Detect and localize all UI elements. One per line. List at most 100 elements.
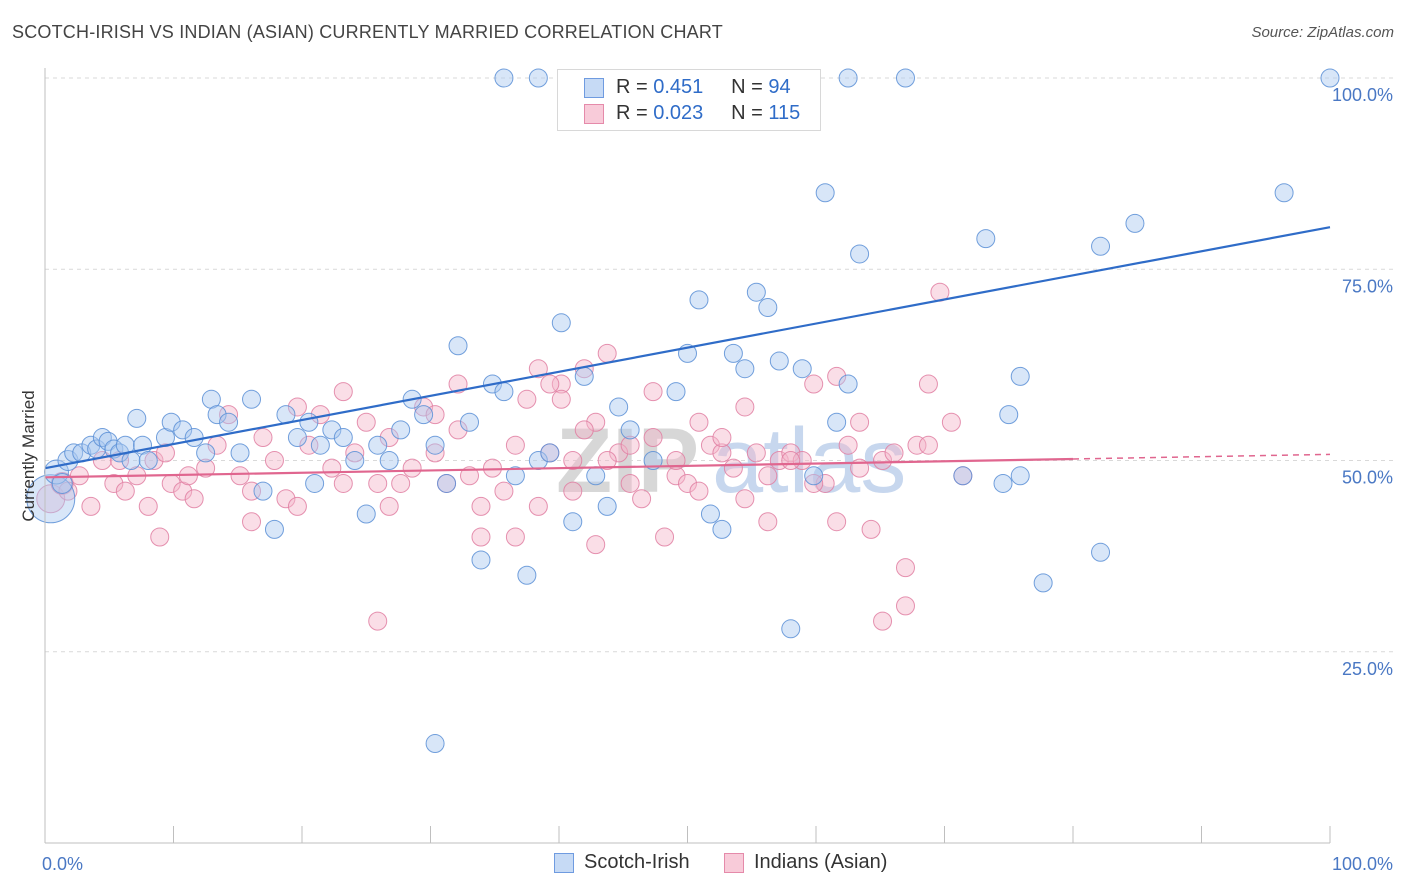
indians-point (287, 496, 307, 516)
indians-point (104, 473, 124, 493)
scotch-irish-point (161, 412, 181, 432)
indians-point (391, 473, 411, 493)
indians-point (804, 374, 824, 394)
scotch-irish-point (253, 481, 273, 501)
scotch-irish-point (723, 343, 743, 363)
indians-point (551, 389, 571, 409)
indians-point (345, 443, 365, 463)
legend-r-value: 0.451 (653, 76, 704, 98)
scotch-irish-point (574, 366, 594, 386)
indians-point (81, 496, 101, 516)
series-indians-points (36, 282, 973, 631)
scotch-irish-point (505, 466, 525, 486)
indians-point (138, 496, 158, 516)
legend-r-value: 0.023 (653, 102, 704, 124)
scotch-irish-point (850, 244, 870, 264)
indians-point (402, 458, 422, 478)
indians-point (563, 481, 583, 501)
indians-point (632, 489, 652, 509)
y-tick-label: 25.0% (1342, 659, 1393, 679)
indians-point (322, 458, 342, 478)
indians-point (150, 527, 170, 547)
legend-r-label: R = (616, 76, 648, 98)
indians-point (36, 484, 66, 514)
scotch-irish-point (207, 405, 227, 425)
indians-point (368, 473, 388, 493)
scotch-irish-point (712, 519, 732, 539)
indians-point (643, 428, 663, 448)
indians-point (230, 466, 250, 486)
legend-text-scotch-irish: R = 0.451 N = 94 (616, 76, 791, 99)
indians-point (838, 435, 858, 455)
indians-point (643, 382, 663, 402)
scotch-irish-point (322, 420, 342, 440)
indians-point (563, 451, 583, 470)
indians-trend-line-dashed (1072, 453, 1331, 460)
bottom-legend-swatch-blue (554, 853, 574, 873)
indians-point (655, 527, 675, 547)
scotch-irish-point (1010, 466, 1030, 486)
scotch-irish-point (242, 389, 262, 409)
scotch-irish-point (586, 466, 606, 486)
chart-title: SCOTCH-IRISH VS INDIAN (ASIAN) CURRENTLY… (12, 22, 723, 42)
legend-n-label: N = (731, 76, 763, 98)
scotch-irish-point (735, 359, 755, 379)
watermark-zip: ZIP (556, 410, 699, 512)
scotch-irish-point (127, 408, 147, 428)
scotch-irish-point (781, 619, 801, 639)
indians-point (219, 405, 239, 425)
scotch-irish-point (827, 412, 847, 432)
x-tick-label: 0.0% (42, 854, 83, 874)
bottom-legend-label: Indians (Asian) (754, 851, 888, 873)
scotch-irish-point (460, 412, 480, 432)
legend-swatch-pink (584, 104, 604, 124)
scotch-irish-point (769, 351, 789, 371)
y-axis-label: Currently Married (19, 390, 38, 521)
indians-point (287, 397, 307, 417)
indians-point (155, 443, 175, 463)
scotch-irish-point (804, 466, 824, 486)
indians-point (505, 527, 525, 547)
scotch-irish-point (448, 336, 468, 356)
scotch-irish-point (758, 298, 778, 317)
indians-point (918, 435, 938, 455)
indians-point (597, 451, 617, 470)
indians-point (540, 374, 560, 394)
indians-point (689, 412, 709, 432)
indians-point (735, 489, 755, 509)
correlation-legend: R = 0.451 N = 94 R = 0.023 N = 115 (557, 69, 821, 131)
scotch-irish-point (379, 451, 399, 470)
scotch-irish-point (437, 473, 457, 493)
indians-point (196, 458, 216, 478)
scotch-irish-point (310, 435, 330, 455)
indians-point (471, 496, 491, 516)
trend-lines (44, 226, 1331, 479)
indians-point (379, 428, 399, 448)
indians-point (712, 443, 732, 463)
indians-point (299, 435, 319, 455)
scotch-irish-point (838, 374, 858, 394)
indians-point (517, 389, 537, 409)
indians-point (689, 481, 709, 501)
scotch-irish-point (1033, 573, 1053, 593)
indians-point (700, 435, 720, 455)
indians-point (242, 481, 262, 501)
indians-point (827, 512, 847, 532)
scotch-irish-point (173, 420, 193, 440)
indians-point (379, 496, 399, 516)
x-tick-label: 100.0% (1332, 854, 1393, 874)
scotch-irish-point (391, 420, 411, 440)
indians-point (678, 473, 697, 493)
scotch-irish-point (976, 229, 996, 249)
scotch-irish-point (230, 443, 250, 463)
scotch-irish-point (287, 428, 307, 448)
indians-point (144, 451, 164, 470)
scotch-irish-point (597, 496, 617, 516)
axes: 0.0% 100.0% (42, 68, 1393, 874)
legend-r-label: R = (616, 102, 648, 124)
scotch-irish-point (528, 68, 548, 88)
bottom-legend-swatch-pink (724, 853, 744, 873)
indians-point (804, 473, 824, 493)
scotch-irish-point (700, 504, 720, 524)
scotch-irish-point (138, 451, 158, 470)
